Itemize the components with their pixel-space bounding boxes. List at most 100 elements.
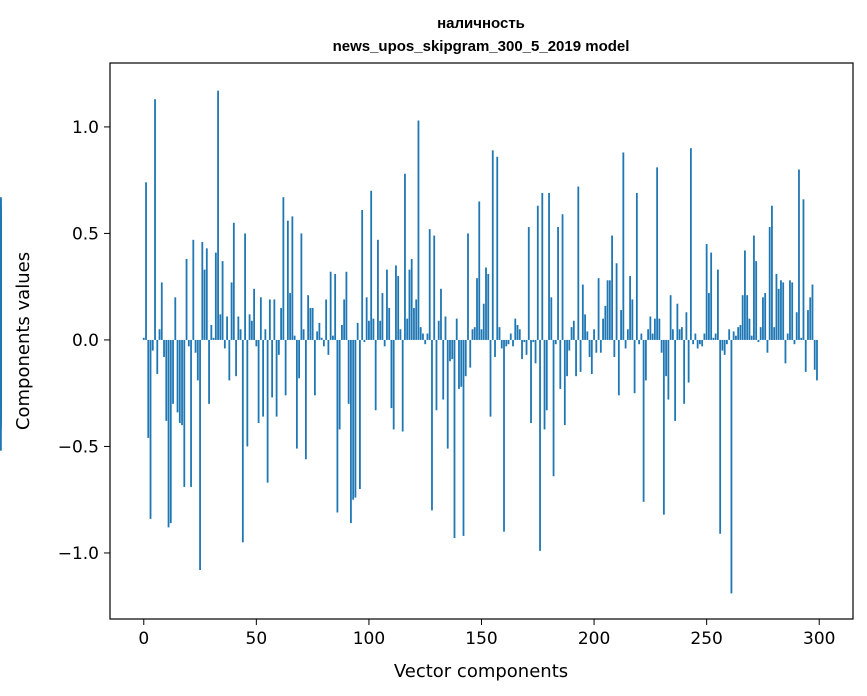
bar <box>755 261 758 340</box>
x-tick-label: 100 <box>353 629 385 649</box>
bar <box>368 320 370 340</box>
bar <box>350 339 352 524</box>
bar <box>264 329 267 340</box>
bar <box>176 339 179 413</box>
bar <box>156 339 159 375</box>
bar <box>388 307 391 340</box>
bar <box>658 318 661 340</box>
bar <box>804 339 807 372</box>
bar <box>568 339 571 351</box>
bar <box>255 339 258 347</box>
bar <box>392 339 395 430</box>
y-axis-label: Components values <box>13 252 34 430</box>
bar <box>332 335 334 340</box>
bar <box>473 327 476 340</box>
bar <box>563 339 566 426</box>
bar <box>674 339 677 421</box>
bar <box>813 339 816 370</box>
bar <box>667 339 670 400</box>
bar <box>762 297 764 340</box>
bar <box>246 339 249 447</box>
bar <box>282 197 285 340</box>
bar <box>676 303 679 340</box>
bar <box>341 325 343 340</box>
y-tick-label: −0.5 <box>58 437 99 457</box>
y-tick-label: 1.0 <box>72 118 99 138</box>
bar <box>798 169 800 340</box>
bar <box>631 299 634 340</box>
bar <box>163 339 165 357</box>
bar <box>552 339 555 477</box>
bar <box>280 307 283 340</box>
bar <box>347 339 350 404</box>
bar <box>435 339 438 411</box>
bar <box>561 214 564 340</box>
bar <box>309 307 312 340</box>
bar <box>489 339 492 417</box>
bar <box>611 235 613 340</box>
bar <box>554 339 557 345</box>
y-axis: −1.0 −0.5 0.0 0.5 1.0 <box>58 118 110 564</box>
bar <box>602 318 604 340</box>
bar <box>768 227 771 340</box>
bar <box>635 192 638 340</box>
bar <box>570 327 573 340</box>
bar <box>482 303 485 340</box>
bar <box>374 339 377 411</box>
bar <box>217 90 219 340</box>
bar <box>363 339 366 343</box>
bar <box>397 276 400 340</box>
bar <box>480 329 483 340</box>
bar <box>629 276 631 340</box>
bar <box>703 333 706 340</box>
bar <box>559 339 562 389</box>
bar <box>235 339 237 377</box>
bar <box>505 339 508 347</box>
bar <box>795 312 798 340</box>
bar <box>730 339 733 594</box>
bar <box>165 339 168 421</box>
bar <box>365 297 368 340</box>
bar <box>248 314 251 340</box>
x-tick-label: 0 <box>138 629 149 649</box>
bar <box>669 295 672 340</box>
bar <box>322 339 325 347</box>
bar <box>593 329 595 340</box>
bar <box>471 329 474 340</box>
bar <box>329 271 332 340</box>
x-tick-label: 150 <box>465 629 497 649</box>
bar <box>250 320 253 340</box>
bar <box>239 329 242 340</box>
bar <box>228 339 231 381</box>
bar <box>372 318 375 340</box>
chart-title: наличность <box>437 15 525 32</box>
bar <box>221 261 224 340</box>
bar <box>777 288 780 340</box>
x-tick-label: 250 <box>690 629 722 649</box>
bar <box>584 314 586 340</box>
bar <box>210 325 213 340</box>
bar <box>253 288 255 340</box>
bar <box>807 310 809 340</box>
bar <box>395 265 397 340</box>
bar <box>383 339 386 347</box>
bar <box>599 339 602 353</box>
bar <box>181 339 183 426</box>
bar <box>557 227 559 340</box>
bar <box>498 327 501 340</box>
bar <box>793 339 796 345</box>
bar <box>705 244 708 340</box>
bar <box>271 339 274 398</box>
bar <box>753 235 755 340</box>
bar <box>273 299 276 340</box>
bar <box>277 339 280 355</box>
bar <box>644 339 647 381</box>
bar <box>548 192 550 340</box>
bar <box>345 271 348 340</box>
bar <box>739 325 742 340</box>
bar <box>154 99 156 340</box>
bar <box>811 284 814 340</box>
bar <box>455 318 458 340</box>
bar <box>266 339 269 483</box>
